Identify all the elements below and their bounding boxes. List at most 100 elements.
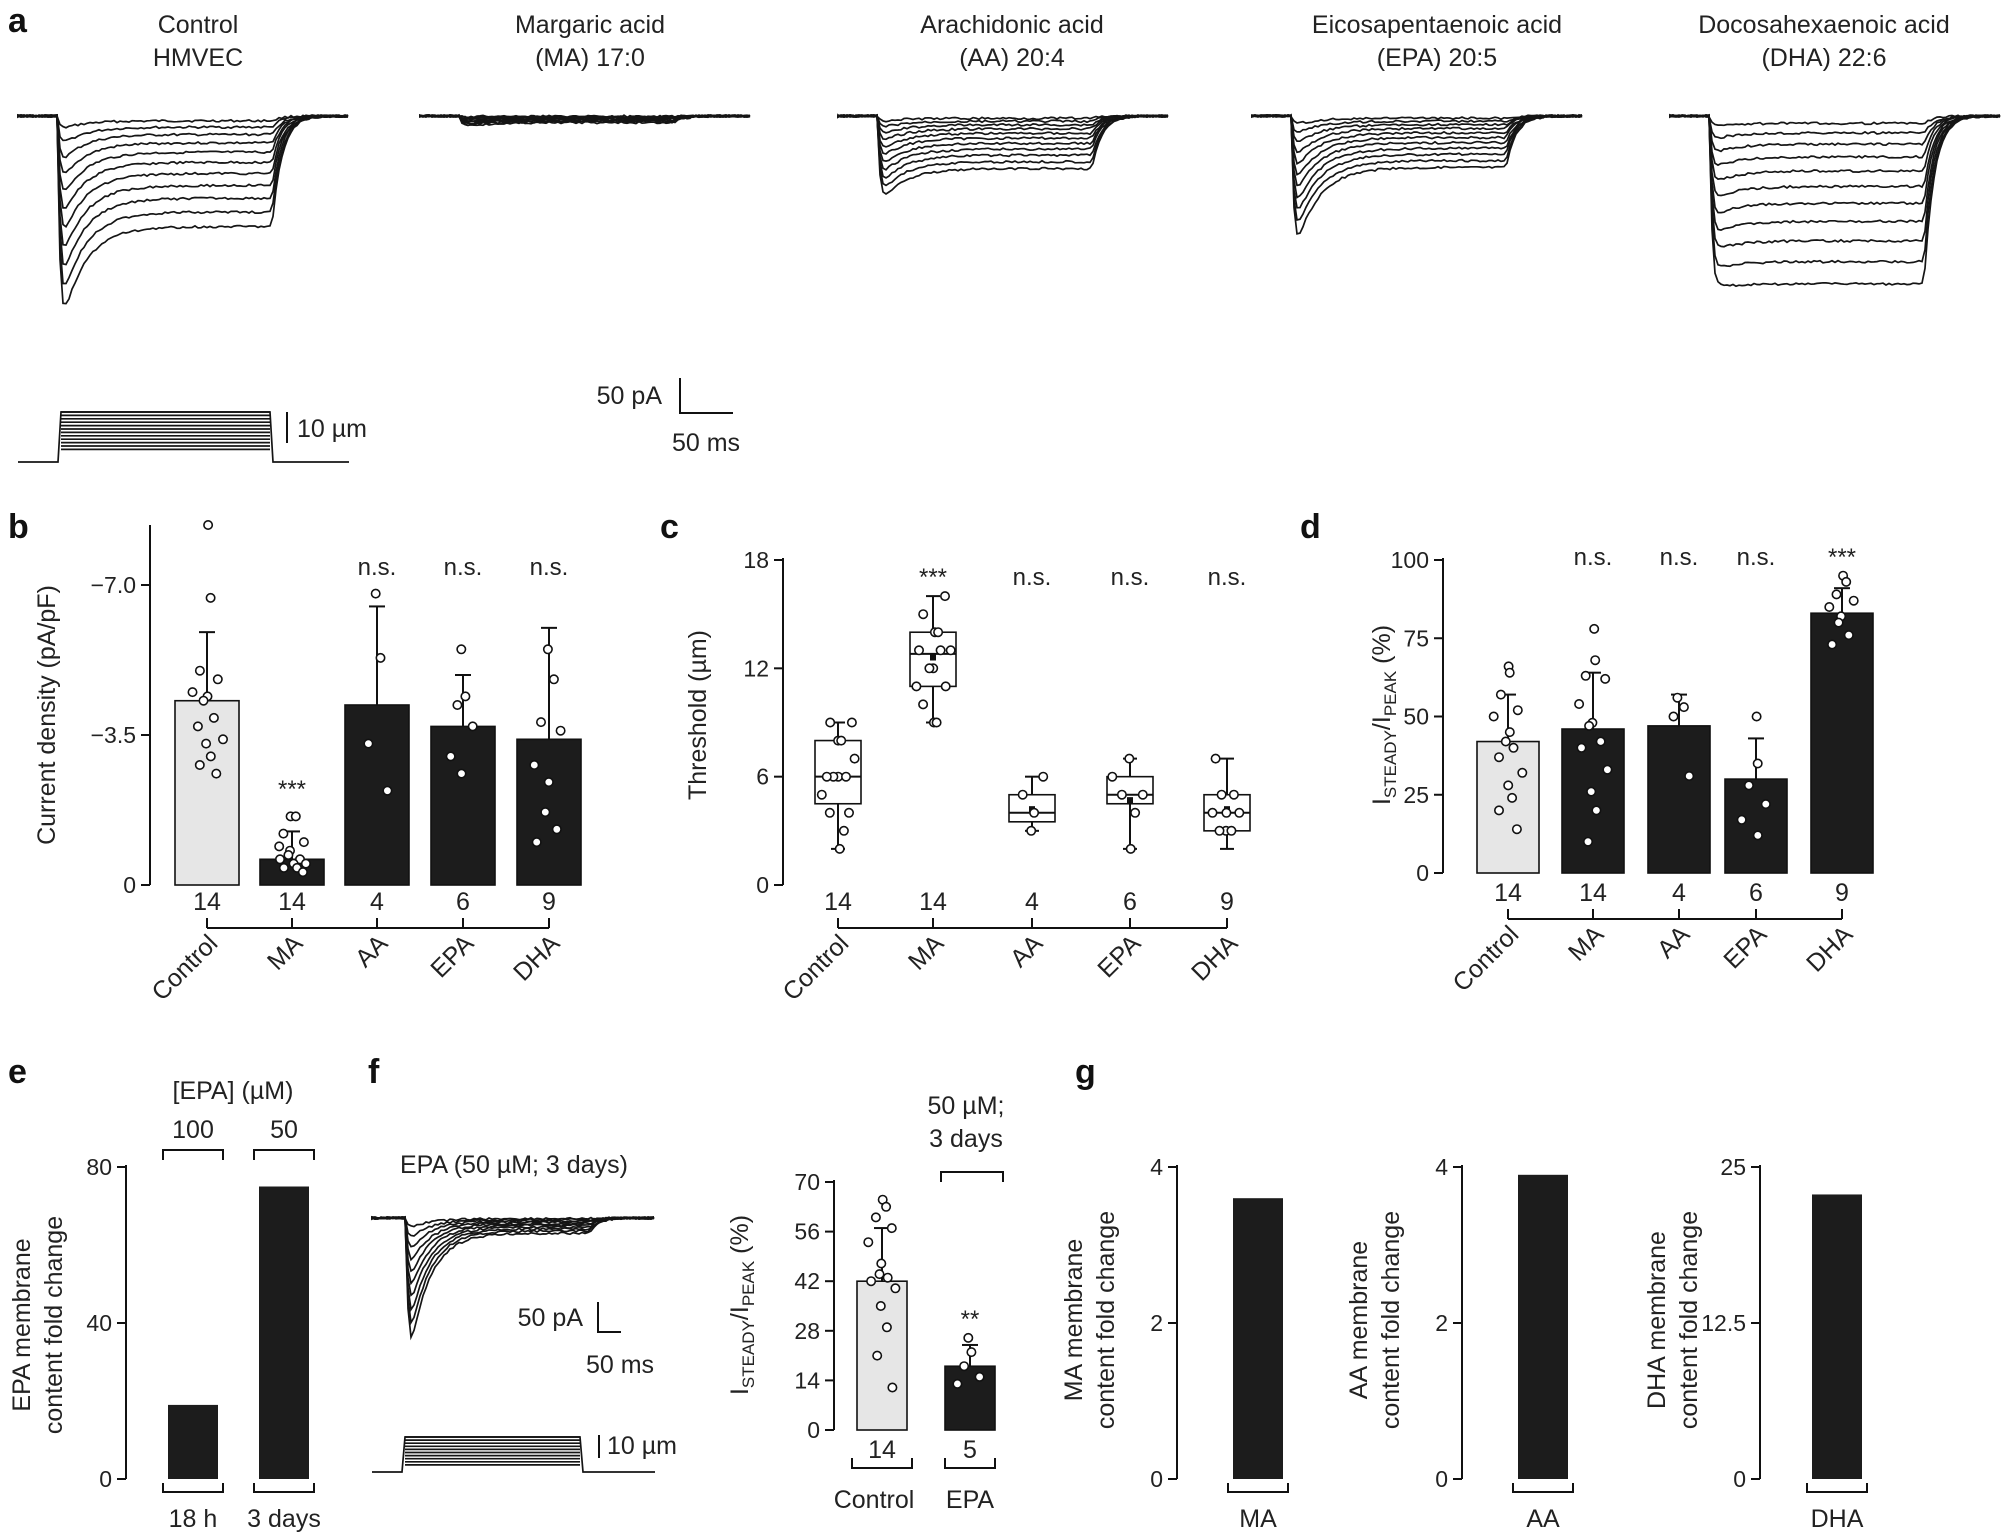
d-category-label: EPA (1718, 920, 1772, 974)
e-y-tick-label: 40 (86, 1310, 112, 1336)
d-data-point (1843, 630, 1854, 641)
f-trace-10 (371, 1215, 655, 1341)
c-data-point (834, 843, 845, 854)
b-data-point (192, 721, 203, 732)
c-data-point (933, 627, 944, 638)
c-category-label: MA (903, 929, 950, 976)
b-significance: *** (278, 776, 306, 803)
trace-dha-trace-9 (1669, 113, 2001, 248)
c-data-point (1026, 825, 1037, 836)
f-stimulus-protocol (372, 1436, 655, 1473)
f-data-point (870, 1212, 881, 1223)
b-y-axis-label: Current density (pA/pF) (33, 585, 61, 845)
f-data-point (974, 1371, 985, 1382)
e-group-label: 100 (172, 1116, 214, 1144)
trace-epa-trace-9 (1251, 114, 1583, 209)
f-y-tick-label: 70 (794, 1169, 820, 1195)
d-y-tick-label: 75 (1403, 625, 1429, 651)
c-data-point (1228, 789, 1239, 800)
d-data-point (1507, 792, 1518, 803)
e-y-tick-label: 80 (86, 1154, 112, 1180)
f-data-point (872, 1350, 883, 1361)
trace-epa-trace-11 (1251, 114, 1583, 235)
d-data-point (1833, 617, 1844, 628)
c-data-point (843, 807, 854, 818)
d-data-point (1827, 639, 1838, 650)
g-ma-y-tick-label: 0 (1150, 1466, 1163, 1492)
c-data-point (918, 609, 929, 620)
d-data-point (1504, 727, 1515, 738)
c-category-label: Control (777, 929, 854, 1006)
panel-b-current-density: −7.0 −3.5 0 Current density (pA/pF) 14 Contro… (33, 519, 582, 1006)
d-data-point (1500, 736, 1511, 747)
c-data-point (836, 735, 847, 746)
d-bar-control (1476, 740, 1540, 874)
c-data-point (945, 645, 956, 656)
c-y-tick-label: 6 (756, 764, 769, 790)
e-bar-0 (168, 1404, 218, 1479)
d-category-label: Control (1447, 920, 1524, 997)
d-data-point (1488, 711, 1499, 722)
e-group-bracket (253, 1149, 315, 1160)
e-y-axis-label-line2: content fold change (40, 1216, 68, 1434)
d-data-point (1736, 814, 1747, 825)
d-data-point (1504, 667, 1515, 678)
d-data-point (1590, 655, 1601, 666)
current-traces (17, 113, 2001, 305)
c-mean-marker (1127, 797, 1133, 804)
d-data-point (1595, 736, 1606, 747)
f-n-label: 5 (963, 1436, 977, 1464)
trace-title-ma-line1: Margaric acid (515, 11, 665, 39)
b-y-tick-label: −7.0 (91, 572, 136, 598)
b-y-tick-label: 0 (123, 872, 136, 898)
g-dha-y-axis-label-line1: DHA membrane (1643, 1231, 1671, 1409)
e-category-label: 3 days (247, 1505, 321, 1533)
d-data-point (1576, 742, 1587, 753)
d-data-point (1586, 786, 1597, 797)
f-n-label: 14 (868, 1436, 896, 1464)
f-data-point (881, 1201, 892, 1212)
f-y-tick-label: 0 (807, 1417, 820, 1443)
d-data-point (1580, 670, 1591, 681)
trace-control-trace-2 (17, 113, 349, 142)
f-bracket-epa (944, 1458, 996, 1469)
panel-d-steady-peak: 0 25 50 75 100 ISTEADY/IPEAK (%) 14 Control n.s.… (1368, 544, 1874, 997)
g-ma-y-axis-label-line1: MA membrane (1060, 1239, 1088, 1402)
c-box-epa (1106, 775, 1154, 805)
b-data-point (212, 674, 223, 685)
panel-c-threshold: 0 6 12 18 Threshold (µm) 14 Control *** 14 MA n.s.… (684, 547, 1251, 1006)
d-data-point (1512, 705, 1523, 716)
d-y-tick-label: 25 (1403, 782, 1429, 808)
g-dha-y-tick-label: 0 (1733, 1466, 1746, 1492)
d-data-point (1511, 824, 1522, 835)
c-mean-marker (930, 654, 936, 661)
trace-aa-trace-11 (837, 113, 1169, 196)
trace-title-aa-line2: (AA) 20:4 (959, 44, 1065, 72)
c-n-label: 9 (1220, 888, 1234, 916)
d-data-point (1583, 836, 1594, 847)
panel-label-f: f (368, 1053, 380, 1091)
g-dha-category-label: DHA (1811, 1505, 1864, 1533)
c-data-point (924, 663, 935, 674)
c-y-tick-label: 12 (743, 655, 769, 681)
f-data-point (887, 1382, 898, 1393)
c-significance: n.s. (1208, 564, 1247, 591)
c-data-point (1221, 807, 1232, 818)
c-data-point (838, 825, 849, 836)
c-y-tick-label: 0 (756, 872, 769, 898)
trace-control-trace-11 (17, 113, 349, 305)
d-data-point (1584, 720, 1595, 731)
c-data-point (913, 645, 924, 656)
b-data-point (551, 824, 562, 835)
b-n-label: 14 (193, 888, 221, 916)
g-dha-y-tick-label: 12.5 (1701, 1310, 1746, 1336)
b-data-point (205, 592, 216, 603)
b-data-point (194, 759, 205, 770)
b-data-point (290, 811, 301, 822)
trace-dha-trace-11 (1669, 113, 2001, 288)
b-data-point (218, 734, 229, 745)
c-data-point (821, 771, 832, 782)
f-data-point (863, 1237, 874, 1248)
b-data-point (205, 751, 216, 762)
